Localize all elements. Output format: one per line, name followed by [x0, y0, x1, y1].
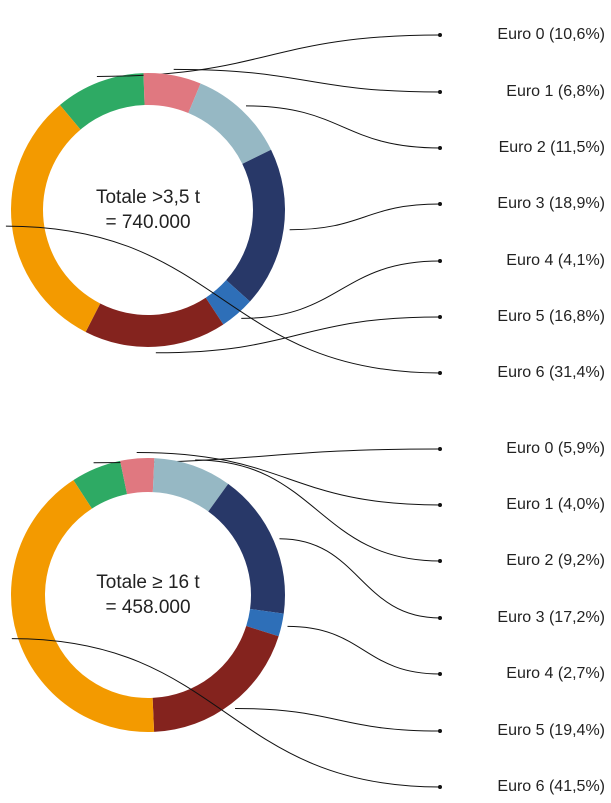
donut-slice [246, 608, 284, 637]
donut-slice [152, 626, 279, 732]
legend-label: Euro 6 (31,4%) [497, 364, 605, 381]
legend-label: Euro 4 (2,7%) [506, 665, 605, 682]
leader-line [287, 625, 441, 675]
center-label: Totale ≥ 16 t [96, 572, 200, 593]
legend-label: Euro 3 (17,2%) [497, 609, 605, 626]
leader-dot [438, 146, 442, 150]
leader-dot [438, 259, 442, 263]
donut-slice [11, 480, 155, 732]
center-label: = 458.000 [105, 597, 190, 618]
leader-dot [438, 447, 442, 451]
legend-label: Euro 3 (18,9%) [497, 195, 605, 212]
donut-slice [120, 458, 155, 495]
leader-line [289, 203, 441, 231]
leader-dot [438, 672, 442, 676]
leader-line [155, 316, 441, 354]
donut-slice [188, 83, 272, 164]
leader-line [5, 225, 441, 374]
leader-line [235, 707, 441, 732]
leader-line [195, 459, 441, 562]
leader-dot [438, 503, 442, 507]
donut-slice [59, 73, 145, 130]
legend-label: Euro 1 (4,0%) [506, 496, 605, 513]
leader-line [279, 538, 441, 619]
legend-label: Euro 5 (19,4%) [497, 722, 605, 739]
leader-dot [438, 559, 442, 563]
legend-label: Euro 6 (41,5%) [497, 778, 605, 795]
donut-slice [85, 297, 224, 347]
leader-line [245, 105, 441, 149]
leader-dot [438, 202, 442, 206]
donut-slice [11, 105, 101, 332]
leader-line [136, 451, 441, 506]
leader-line [241, 260, 441, 319]
leader-dot [438, 90, 442, 94]
donut-slice [143, 73, 201, 114]
leader-line [11, 638, 441, 788]
legend-label: Euro 0 (5,9%) [506, 440, 605, 457]
legend-label: Euro 0 (10,6%) [497, 26, 605, 43]
leader-line [96, 34, 441, 77]
legend-label: Euro 1 (6,8%) [506, 83, 605, 100]
legend-label: Euro 4 (4,1%) [506, 252, 605, 269]
center-label: = 740.000 [105, 212, 190, 233]
leader-dot [438, 785, 442, 789]
center-label: Totale >3,5 t [96, 187, 201, 208]
donut-slice [208, 483, 285, 614]
leader-dot [438, 33, 442, 37]
legend-label: Euro 2 (11,5%) [499, 139, 605, 156]
leader-line [173, 68, 441, 93]
leader-dot [438, 315, 442, 319]
leader-dot [438, 616, 442, 620]
donut-slice [152, 458, 229, 512]
leader-dot [438, 729, 442, 733]
leader-dot [438, 371, 442, 375]
legend-label: Euro 2 (9,2%) [506, 552, 605, 569]
donut-slice [73, 460, 128, 509]
donut-slice [226, 149, 285, 302]
legend-label: Euro 5 (16,8%) [497, 308, 605, 325]
